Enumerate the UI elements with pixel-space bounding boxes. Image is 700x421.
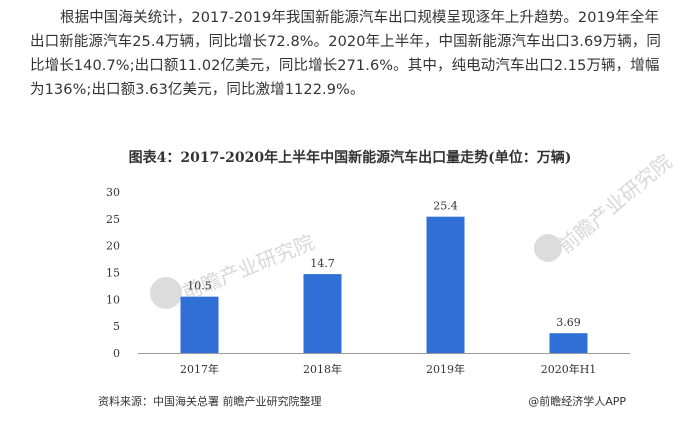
category-labels-group: 2017年 2018年 2019年 2020年H1 [180, 362, 596, 376]
y-tick-label: 20 [106, 240, 120, 253]
category-label: 2018年 [303, 362, 342, 376]
category-label: 2020年H1 [541, 362, 597, 376]
y-axis-ticks: 0 5 10 15 20 25 30 [106, 186, 120, 360]
brand-credit: @前瞻经济学人APP [528, 395, 626, 408]
data-label: 25.4 [433, 200, 458, 213]
category-label: 2017年 [180, 362, 219, 376]
y-tick-label: 30 [106, 186, 120, 199]
y-tick-label: 25 [106, 213, 120, 226]
chart-title: 图表4：2017-2020年上半年中国新能源汽车出口量走势(单位：万辆) [128, 150, 572, 166]
watermark-layer: 前瞻产业研究院 前瞻产业研究院 [150, 149, 676, 309]
data-label: 10.5 [187, 280, 212, 293]
data-label: 3.69 [556, 316, 581, 329]
data-label: 14.7 [310, 257, 335, 270]
y-tick-label: 0 [113, 347, 120, 360]
bar [303, 274, 342, 353]
bar [549, 333, 588, 353]
data-labels-group: 10.5 14.7 25.4 3.69 [187, 200, 581, 330]
article-paragraph: 根据中国海关统计，2017-2019年我国新能源汽车出口规模呈现逐年上升趋势。2… [30, 10, 662, 98]
y-tick-label: 15 [106, 267, 120, 280]
y-tick-label: 5 [113, 320, 120, 333]
y-tick-label: 10 [106, 293, 120, 306]
watermark-text: 前瞻产业研究院 [554, 149, 677, 257]
bar [426, 216, 465, 353]
watermark-text: 前瞻产业研究院 [179, 230, 318, 305]
watermark-logo-icon [534, 234, 562, 262]
category-label: 2019年 [426, 362, 465, 376]
bar [180, 296, 219, 353]
source-note: 资料来源：中国海关总署 前瞻产业研究院整理 [98, 395, 322, 408]
bars-group [180, 216, 588, 353]
watermark-logo-icon [150, 277, 182, 309]
